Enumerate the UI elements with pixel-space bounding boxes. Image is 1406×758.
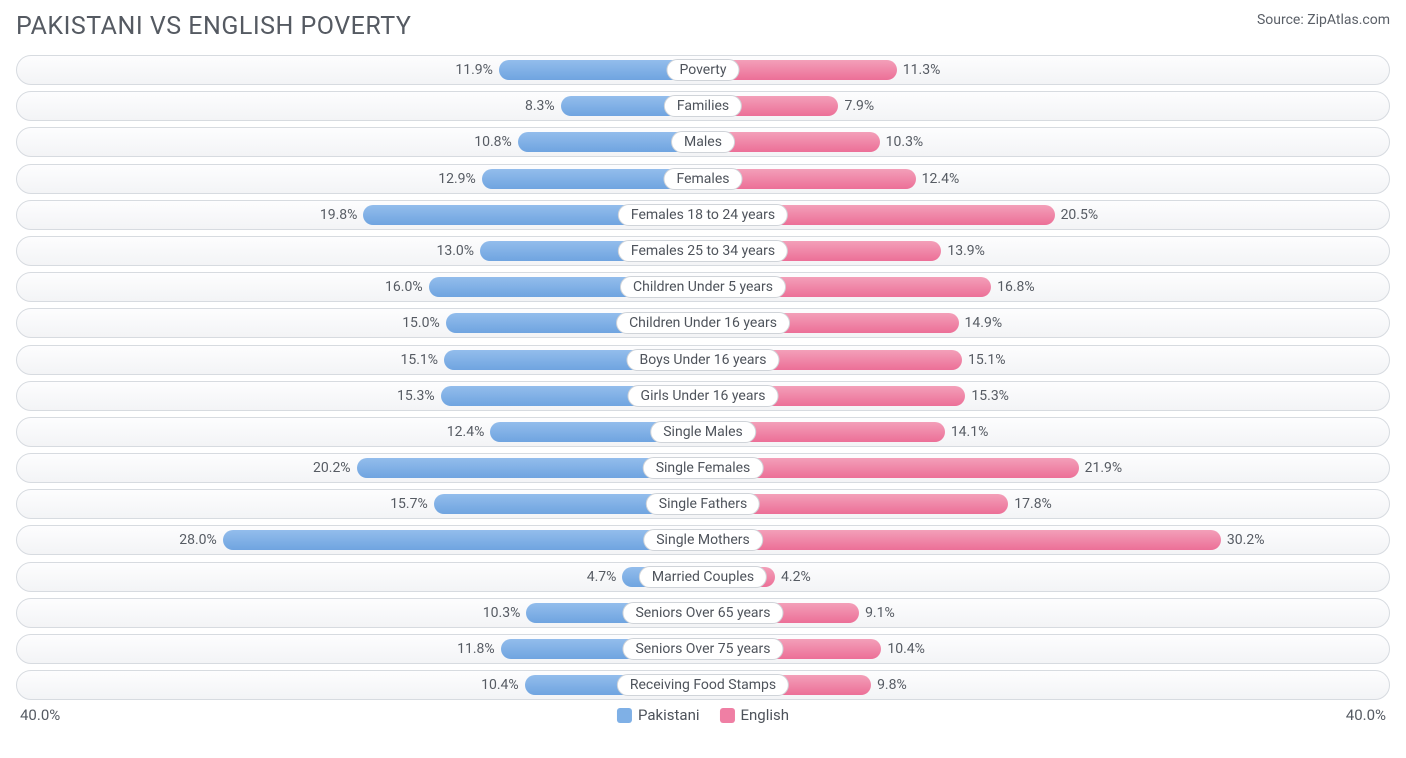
value-left: 15.1% bbox=[400, 346, 444, 374]
category-label: Females bbox=[664, 168, 743, 190]
value-right: 10.3% bbox=[880, 128, 924, 156]
chart-row: 15.3% 15.3% Girls Under 16 years bbox=[16, 381, 1390, 411]
value-left: 10.3% bbox=[483, 599, 527, 627]
value-right: 10.4% bbox=[881, 635, 925, 663]
value-right: 30.2% bbox=[1221, 526, 1265, 554]
chart-row: 15.7% 17.8% Single Fathers bbox=[16, 489, 1390, 519]
diverging-bar-chart: 11.9%11.3%Poverty8.3%7.9%Families10.8%10… bbox=[16, 55, 1390, 700]
chart-row: 28.0% 30.2% Single Mothers bbox=[16, 525, 1390, 555]
category-label: Single Fathers bbox=[646, 493, 760, 515]
value-left: 10.4% bbox=[481, 671, 525, 699]
chart-header: PAKISTANI VS ENGLISH POVERTY Source: Zip… bbox=[16, 12, 1390, 41]
legend: Pakistani English bbox=[617, 706, 789, 724]
value-left: 12.4% bbox=[447, 418, 491, 446]
chart-row: 19.8% 20.5% Females 18 to 24 years bbox=[16, 200, 1390, 230]
chart-row: 15.0% 14.9% Children Under 16 years bbox=[16, 308, 1390, 338]
legend-item-right: English bbox=[720, 706, 790, 724]
value-right: 17.8% bbox=[1008, 490, 1052, 518]
bar-right bbox=[703, 530, 1221, 550]
value-right: 11.3% bbox=[897, 56, 941, 84]
category-label: Seniors Over 65 years bbox=[622, 602, 783, 624]
value-left: 12.9% bbox=[438, 165, 482, 193]
value-right: 9.1% bbox=[859, 599, 895, 627]
value-right: 15.3% bbox=[965, 382, 1009, 410]
chart-row: 11.9% 11.3% Poverty bbox=[16, 55, 1390, 85]
value-left: 4.7% bbox=[587, 563, 623, 591]
source-prefix: Source: bbox=[1257, 12, 1307, 28]
chart-row: 12.9% 12.4% Females bbox=[16, 164, 1390, 194]
category-label: Families bbox=[664, 95, 742, 117]
category-label: Children Under 16 years bbox=[616, 312, 790, 334]
chart-row: 10.4% 9.8% Receiving Food Stamps bbox=[16, 670, 1390, 700]
value-left: 11.8% bbox=[457, 635, 501, 663]
value-left: 13.0% bbox=[437, 237, 481, 265]
value-left: 15.0% bbox=[402, 309, 446, 337]
category-label: Boys Under 16 years bbox=[626, 349, 779, 371]
chart-row: 10.3% 9.1% Seniors Over 65 years bbox=[16, 598, 1390, 628]
chart-title: PAKISTANI VS ENGLISH POVERTY bbox=[16, 12, 411, 41]
legend-swatch-right bbox=[720, 708, 735, 723]
value-left: 19.8% bbox=[320, 201, 364, 229]
value-left: 11.9% bbox=[455, 56, 499, 84]
value-left: 16.0% bbox=[385, 273, 429, 301]
value-right: 14.1% bbox=[945, 418, 989, 446]
value-right: 16.8% bbox=[991, 273, 1035, 301]
chart-row: 16.0% 16.8% Children Under 5 years bbox=[16, 272, 1390, 302]
value-right: 9.8% bbox=[871, 671, 907, 699]
value-left: 8.3% bbox=[525, 92, 561, 120]
legend-label-left: Pakistani bbox=[638, 706, 700, 724]
value-right: 7.9% bbox=[838, 92, 874, 120]
category-label: Married Couples bbox=[639, 566, 767, 588]
category-label: Single Males bbox=[650, 421, 756, 443]
chart-source: Source: ZipAtlas.com bbox=[1257, 12, 1390, 28]
value-left: 20.2% bbox=[313, 454, 357, 482]
value-right: 12.4% bbox=[916, 165, 960, 193]
category-label: Receiving Food Stamps bbox=[617, 674, 789, 696]
legend-swatch-left bbox=[617, 708, 632, 723]
category-label: Girls Under 16 years bbox=[628, 385, 779, 407]
category-label: Females 18 to 24 years bbox=[618, 204, 788, 226]
category-label: Poverty bbox=[666, 59, 739, 81]
category-label: Males bbox=[671, 131, 735, 153]
category-label: Children Under 5 years bbox=[620, 276, 786, 298]
value-right: 15.1% bbox=[962, 346, 1006, 374]
value-right: 4.2% bbox=[775, 563, 811, 591]
chart-row: 13.0% 13.9% Females 25 to 34 years bbox=[16, 236, 1390, 266]
chart-row: 15.1% 15.1% Boys Under 16 years bbox=[16, 345, 1390, 375]
category-label: Single Females bbox=[643, 457, 764, 479]
legend-item-left: Pakistani bbox=[617, 706, 700, 724]
source-link[interactable]: ZipAtlas.com bbox=[1307, 12, 1390, 28]
chart-row: 8.3% 7.9% Families bbox=[16, 91, 1390, 121]
chart-footer: 40.0% Pakistani English 40.0% bbox=[16, 706, 1390, 728]
value-right: 13.9% bbox=[941, 237, 985, 265]
chart-row: 10.8% 10.3% Males bbox=[16, 127, 1390, 157]
value-left: 15.7% bbox=[390, 490, 434, 518]
chart-row: 20.2% 21.9% Single Females bbox=[16, 453, 1390, 483]
value-right: 20.5% bbox=[1055, 201, 1099, 229]
value-left: 15.3% bbox=[397, 382, 441, 410]
legend-label-right: English bbox=[741, 706, 790, 724]
axis-max-left: 40.0% bbox=[20, 706, 60, 724]
value-left: 28.0% bbox=[179, 526, 223, 554]
axis-max-right: 40.0% bbox=[1346, 706, 1386, 724]
chart-row: 4.7% 4.2% Married Couples bbox=[16, 562, 1390, 592]
category-label: Females 25 to 34 years bbox=[618, 240, 788, 262]
value-right: 21.9% bbox=[1079, 454, 1123, 482]
bar-left bbox=[223, 530, 703, 550]
chart-row: 11.8% 10.4% Seniors Over 75 years bbox=[16, 634, 1390, 664]
chart-row: 12.4% 14.1% Single Males bbox=[16, 417, 1390, 447]
category-label: Single Mothers bbox=[643, 529, 763, 551]
value-left: 10.8% bbox=[474, 128, 518, 156]
category-label: Seniors Over 75 years bbox=[622, 638, 783, 660]
value-right: 14.9% bbox=[959, 309, 1003, 337]
